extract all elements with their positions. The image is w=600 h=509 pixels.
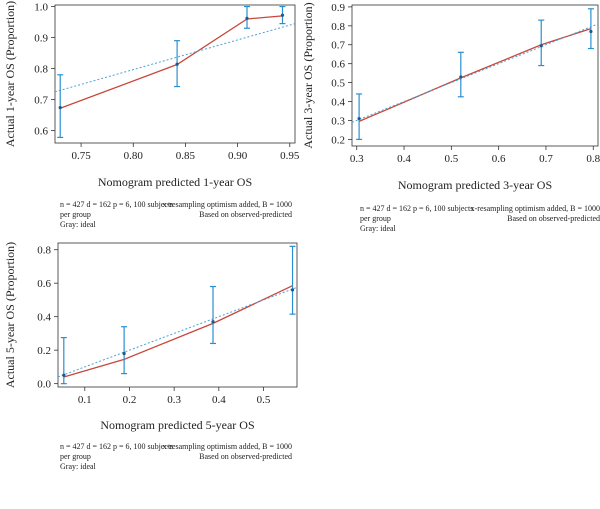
footnote-left-5-line-2: per group xyxy=(60,452,91,461)
y-tick-label: 0.8 xyxy=(331,21,345,33)
x-tick-label: 0.1 xyxy=(78,394,92,406)
footnote-right-5-line-2: Based on observed-predicted xyxy=(199,452,292,461)
observed-point xyxy=(290,288,295,292)
observed-point xyxy=(62,373,66,377)
x-tick-label: 0.8 xyxy=(586,153,600,165)
calibration-plot-5-year: 0.1 0.2 0.3 0.4 0.5 0.0 0.2 0.4 0.6 0.8 Nomogram p… xyxy=(3,242,298,432)
footnote-left-5-line-1: n = 427 d = 162 p = 6, 100 subjects xyxy=(60,442,174,451)
footnote-right-3-line-2: Based on observed-predicted xyxy=(507,214,600,223)
x-tick-label: 0.85 xyxy=(176,150,196,162)
calibration-plot-1-year: 0.75 0.80 0.85 0.90 0.95 0.6 0.7 0.8 0.9 1.0 Nomog… xyxy=(3,1,300,189)
y-tick-label: 0.8 xyxy=(34,64,48,76)
footnote-1-year: n = 427 d = 162 p = 6, 100 subjects per … xyxy=(60,200,292,234)
y-tick-label: 0.3 xyxy=(331,115,345,127)
y-tick-label: 0.8 xyxy=(37,245,51,257)
x-tick-label: 0.4 xyxy=(212,394,226,406)
plot-frame xyxy=(54,4,296,144)
y-axis-label: Actual 3-year OS (Proportion) xyxy=(301,2,315,148)
y-tick-label: 0.4 xyxy=(331,97,345,109)
ideal-line xyxy=(55,23,295,93)
apparent-calibration-line xyxy=(63,285,293,378)
observed-point xyxy=(122,351,126,356)
plot-frame xyxy=(57,242,298,388)
y-axis-label: Actual 5-year OS (Proportion) xyxy=(3,242,17,388)
y-tick-label: 0.6 xyxy=(331,59,345,71)
x-tick-label: 0.4 xyxy=(397,153,411,165)
x-tick-label: 0.3 xyxy=(167,394,181,406)
y-tick-label: 0.0 xyxy=(37,379,51,391)
y-tick-label: 0.6 xyxy=(37,278,51,290)
observed-point xyxy=(175,62,179,66)
y-tick-label: 0.2 xyxy=(37,345,51,357)
x-axis-label: Nomogram predicted 3-year OS xyxy=(398,178,552,192)
calibration-panel-3-year: 0.3 0.4 0.5 0.6 0.7 0.8 0.2 0.3 0.4 0.5 0.6 0.7 0.8 0… xyxy=(300,0,600,235)
y-tick-label: 0.2 xyxy=(331,134,345,146)
observed-point xyxy=(539,44,543,48)
x-tick-label: 0.6 xyxy=(492,153,506,165)
y-tick-label: 0.9 xyxy=(331,2,345,14)
y-tick-label: 0.7 xyxy=(34,95,48,107)
footnote-left-5-line-3: Gray: ideal xyxy=(60,462,96,471)
calibration-panel-5-year: 0.1 0.2 0.3 0.4 0.5 0.0 0.2 0.4 0.6 0.8 Nomogram p… xyxy=(0,236,300,471)
y-tick-label: 1.0 xyxy=(34,2,48,14)
footnote-5-year: n = 427 d = 162 p = 6, 100 subjects per … xyxy=(60,442,292,476)
footnote-left-1-line-2: per group xyxy=(60,210,91,219)
observed-point xyxy=(245,16,249,20)
x-tick-label: 0.90 xyxy=(228,150,248,162)
x-tick-label: 0.5 xyxy=(444,153,458,165)
footnote-left-1-line-3: Gray: ideal xyxy=(60,220,96,229)
x-tick-label: 0.2 xyxy=(123,394,137,406)
observed-point xyxy=(280,13,285,17)
ideal-line xyxy=(352,23,598,123)
y-tick-label: 0.5 xyxy=(331,78,345,90)
x-tick-label: 0.3 xyxy=(350,153,364,165)
calibration-panel-1-year: 0.75 0.80 0.85 0.90 0.95 0.6 0.7 0.8 0.9 1.0 Nomog… xyxy=(0,0,300,235)
y-tick-label: 0.6 xyxy=(34,126,48,138)
apparent-calibration-line xyxy=(358,28,592,122)
calibration-plot-3-year: 0.3 0.4 0.5 0.6 0.7 0.8 0.2 0.3 0.4 0.5 0.6 0.7 0.8 0… xyxy=(301,2,600,192)
footnote-left-1-line-1: n = 427 d = 162 p = 6, 100 subjects xyxy=(60,200,174,209)
x-axis-label: Nomogram predicted 1-year OS xyxy=(98,175,252,189)
footnote-left-3-line-1: n = 427 d = 162 p = 6, 100 subjects xyxy=(360,204,474,213)
x-tick-label: 0.95 xyxy=(280,150,300,162)
ideal-line xyxy=(58,286,297,378)
y-axis-label: Actual 1-year OS (Proportion) xyxy=(3,1,17,147)
x-tick-label: 0.80 xyxy=(124,150,144,162)
footnote-left-3-line-3: Gray: ideal xyxy=(360,224,396,233)
footnote-right-5-line-1: x-resampling optimism added, B = 1000 xyxy=(162,442,292,451)
observed-point xyxy=(211,320,215,324)
apparent-calibration-line xyxy=(59,15,283,109)
observed-point xyxy=(459,75,463,79)
footnote-right-3-line-1: x-resampling optimism added, B = 1000 xyxy=(470,204,600,213)
x-tick-label: 0.5 xyxy=(257,394,271,406)
y-tick-label: 0.9 xyxy=(34,33,48,45)
plot-frame xyxy=(351,4,599,147)
x-axis-label: Nomogram predicted 5-year OS xyxy=(100,418,254,432)
footnote-3-year: n = 427 d = 162 p = 6, 100 subjects per … xyxy=(360,204,600,238)
footnote-left-3-line-2: per group xyxy=(360,214,391,223)
x-tick-label: 0.75 xyxy=(71,150,91,162)
footnote-right-1-line-1: x-resampling optimism added, B = 1000 xyxy=(162,200,292,209)
observed-point xyxy=(357,116,361,121)
y-tick-label: 0.4 xyxy=(37,312,51,324)
observed-point xyxy=(58,106,62,110)
y-tick-label: 0.7 xyxy=(331,40,345,52)
footnote-right-1-line-2: Based on observed-predicted xyxy=(199,210,292,219)
x-tick-label: 0.7 xyxy=(539,153,553,165)
observed-point xyxy=(589,29,593,34)
